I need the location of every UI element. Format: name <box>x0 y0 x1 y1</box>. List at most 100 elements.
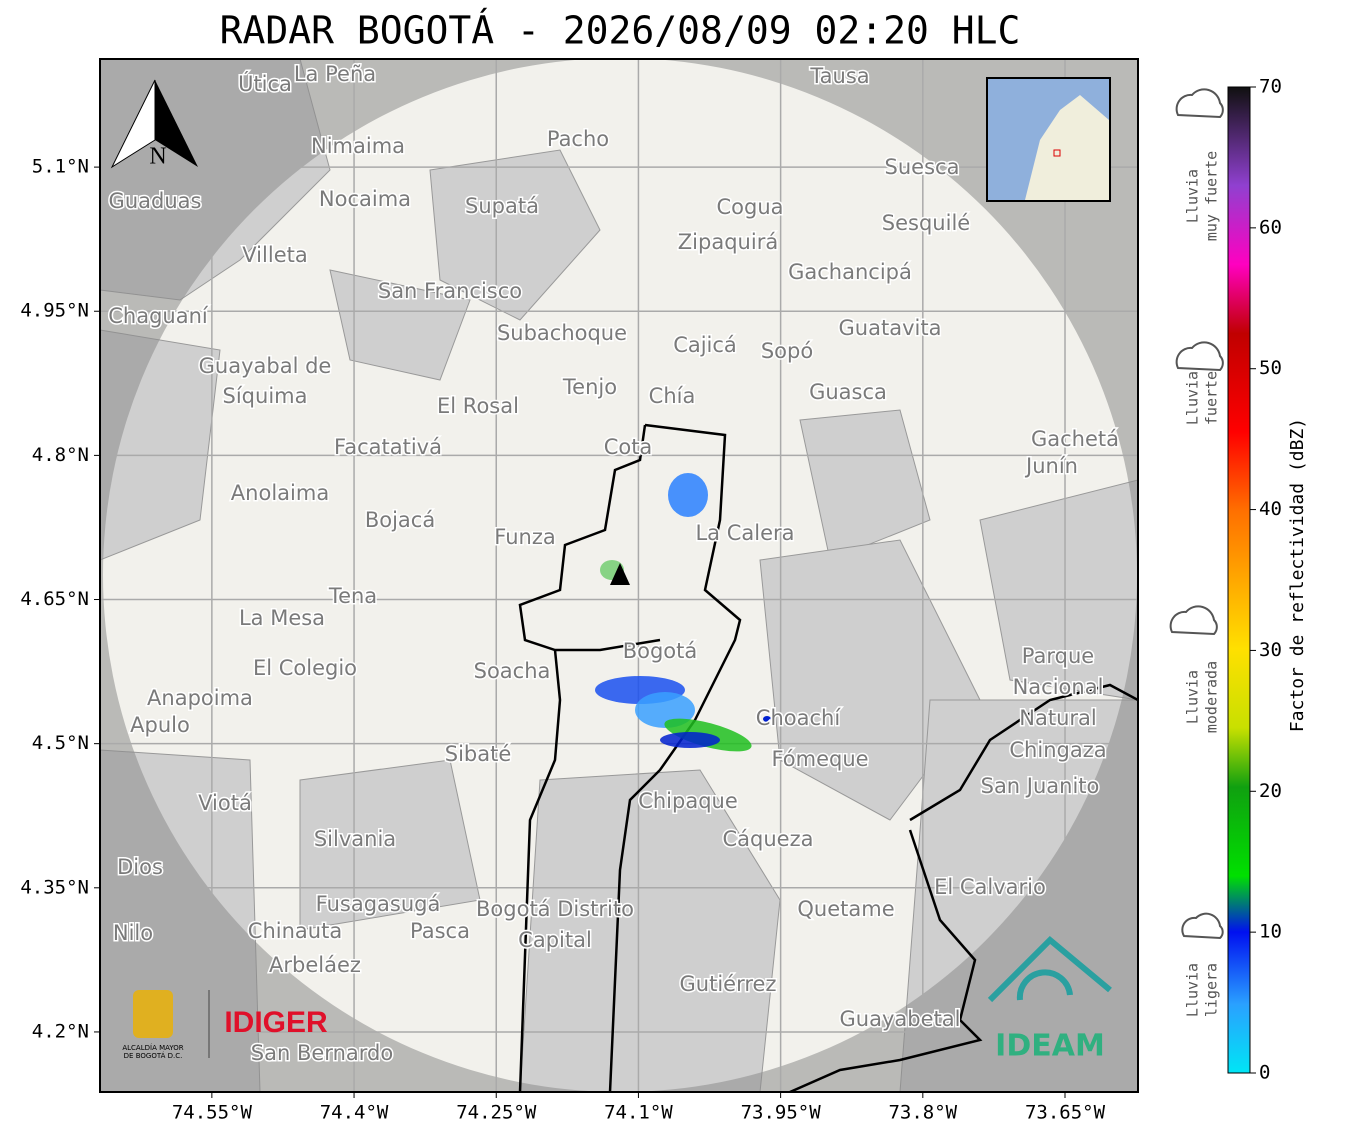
place-label: Útica <box>238 71 292 96</box>
place-label: Quetame <box>797 897 894 921</box>
place-labels: Útica La Peña Tausa Pacho Nimaima Guaduas Noca… <box>107 61 1121 1067</box>
x-tick-label: 73.65°W <box>1025 1102 1106 1124</box>
alcaldia-logo <box>133 990 173 1038</box>
overlay: 74.55°W 74.4°W 74.25°W 74.1°W 73.95°W 73.8°W 7… <box>20 76 1282 1124</box>
place-label: Dios <box>117 855 163 879</box>
place-label: Chinauta <box>248 919 342 943</box>
place-label: Zipaquirá <box>678 230 778 254</box>
place-label: Silvania <box>314 827 396 851</box>
x-tick-label: 74.4°W <box>320 1102 389 1124</box>
colorbar-tick-label: 50 <box>1259 357 1282 379</box>
place-label: Pasca <box>410 919 470 943</box>
colorbar-tick-label: 30 <box>1259 639 1282 661</box>
rain-category: ligera <box>1203 963 1221 1017</box>
x-tick-label: 73.8°W <box>888 1102 957 1124</box>
radar-site <box>610 563 630 585</box>
place-label: Bogotá Distrito <box>476 897 634 921</box>
y-tick-label: 4.35°N <box>20 876 89 898</box>
rain-category: Lluvia <box>1184 670 1202 724</box>
place-label: Suesca <box>885 155 960 179</box>
y-tick-label: 4.95°N <box>20 300 89 322</box>
place-label: Anapoima <box>147 686 253 710</box>
place-label: Soacha <box>474 659 551 683</box>
place-label: Bogotá <box>623 639 698 663</box>
idiger-logo: IDIGER <box>224 1006 328 1039</box>
place-label: Junín <box>1024 454 1078 478</box>
north-arrow <box>110 79 198 169</box>
y-tick-label: 4.65°N <box>20 588 89 610</box>
map-frame <box>99 58 1139 1093</box>
colorbar-tick-label: 0 <box>1259 1062 1270 1084</box>
place-label: Guayabal de <box>199 354 332 378</box>
place-label: Sesquilé <box>882 211 970 235</box>
colorbar-label: Factor de reflectividad (dBZ) <box>1287 418 1308 732</box>
grid <box>100 59 1138 1092</box>
rain-category: Lluvia <box>1184 371 1202 425</box>
colorbar-tick-label: 60 <box>1259 216 1282 238</box>
x-tick-label: 74.1°W <box>604 1102 673 1124</box>
place-label: San Francisco <box>378 279 522 303</box>
place-label: Síquima <box>223 384 308 408</box>
place-label: La Calera <box>695 521 794 545</box>
place-label: Arbeláez <box>269 953 361 977</box>
place-label: Gachancipá <box>788 260 912 284</box>
place-label: La Peña <box>294 62 376 86</box>
place-label: Tena <box>328 584 377 608</box>
y-tick-label: 4.5°N <box>32 732 89 754</box>
terrain <box>100 59 1138 1092</box>
place-label: Chía <box>649 384 696 408</box>
place-label: Villeta <box>242 243 307 267</box>
x-tick-label: 73.95°W <box>741 1102 822 1124</box>
colorbar-tick-label: 20 <box>1259 780 1282 802</box>
place-label: Parque <box>1022 644 1094 668</box>
place-label: Choachí <box>756 706 842 730</box>
colorbar-tick-label: 70 <box>1259 76 1282 98</box>
place-label: El Rosal <box>437 394 519 418</box>
district-boundary <box>518 423 742 1092</box>
place-label: Supatá <box>465 194 539 218</box>
place-label: Cajicá <box>673 333 737 357</box>
y-tick-label: 4.2°N <box>32 1020 89 1042</box>
rain-category: Lluvia <box>1184 169 1202 223</box>
place-label: Subachoque <box>497 321 627 345</box>
place-label: Tausa <box>809 64 869 88</box>
inset-sea <box>988 79 1109 200</box>
place-label: Bojacá <box>365 508 435 532</box>
ideam-mark <box>987 935 1112 1003</box>
place-label: San Bernardo <box>251 1041 393 1065</box>
place-label: Capital <box>518 928 592 952</box>
map: N ALCALDÍA MAYOR DE BOGOTÁ D.C. IDIGER I… <box>100 59 1138 1092</box>
place-label: Anolaima <box>231 481 329 505</box>
colorbar-tick-label: 10 <box>1259 921 1282 943</box>
radar-echoes <box>595 473 771 752</box>
inset-extent <box>1053 149 1061 157</box>
place-label: Viotá <box>198 791 252 815</box>
place-label: Fusagasugá <box>316 892 441 916</box>
place-label: Nocaima <box>319 187 411 211</box>
place-label: La Mesa <box>239 606 325 630</box>
title: RADAR BOGOTÁ - 2026/08/09 02:20 HLC <box>220 9 1021 53</box>
place-label: Gachetá <box>1031 427 1119 451</box>
y-tick-label: 4.8°N <box>32 444 89 466</box>
colorbar <box>1227 86 1251 1074</box>
place-label: Facatativá <box>334 435 442 459</box>
y-tick-label: 5.1°N <box>32 156 89 178</box>
rain-category: fuerte <box>1203 371 1221 425</box>
north-label: N <box>149 144 166 170</box>
rain-icons <box>1169 88 1224 940</box>
place-label: Fómeque <box>771 747 868 771</box>
place-label: Sibaté <box>445 742 512 766</box>
ideam-logo: IDEAM <box>995 1029 1105 1064</box>
place-label: Funza <box>494 525 555 549</box>
place-label: El Calvario <box>934 875 1046 899</box>
place-label: Guasca <box>809 380 887 404</box>
place-label: Pacho <box>547 127 609 151</box>
alcaldia-text: ALCALDÍA MAYOR <box>122 1043 183 1052</box>
place-label: Sopó <box>761 339 813 363</box>
place-label: Chingaza <box>1009 738 1106 762</box>
place-label: Gutiérrez <box>680 972 777 996</box>
place-label: Guaduas <box>109 189 202 213</box>
place-label: Nimaima <box>311 134 405 158</box>
x-tick-label: 74.55°W <box>172 1102 253 1124</box>
